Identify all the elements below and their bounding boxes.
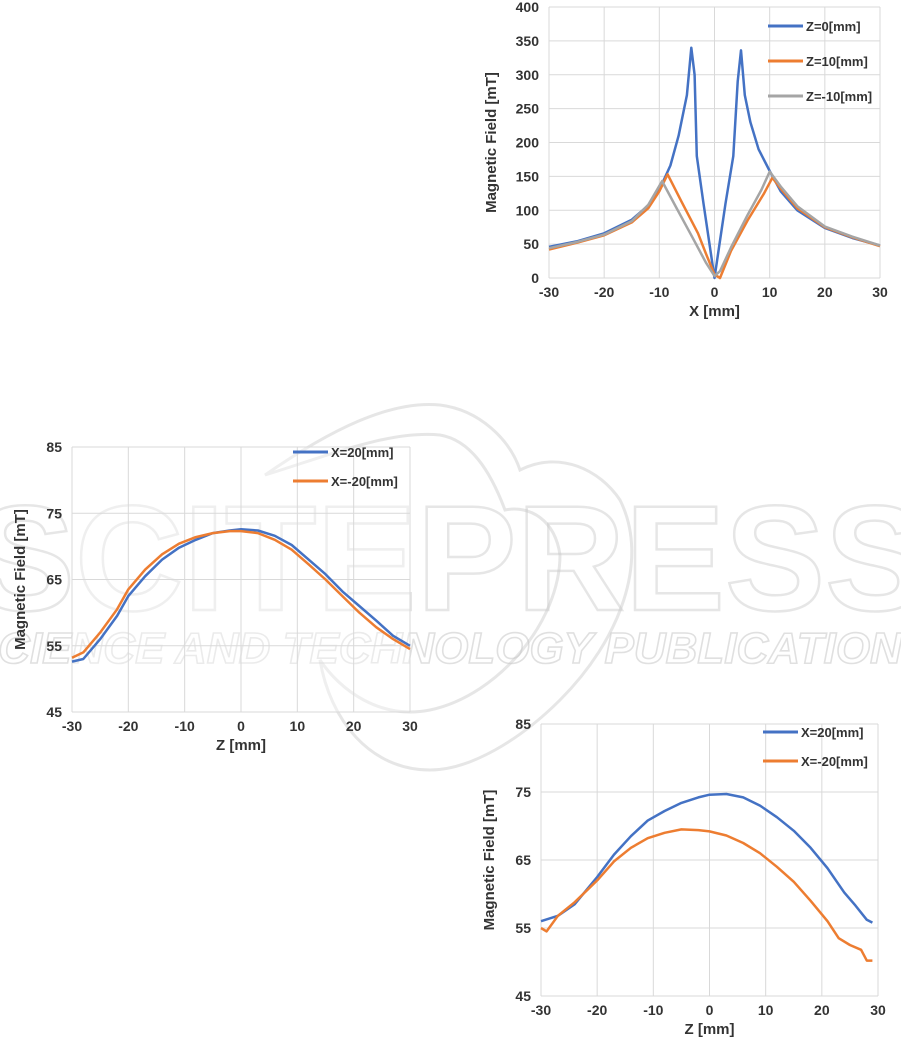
- x-tick-label: -20: [594, 284, 614, 300]
- series-line-2: [71, 529, 411, 659]
- series-line-2: [540, 828, 873, 962]
- y-tick-label: 45: [46, 704, 62, 720]
- y-tick-label: 55: [515, 920, 531, 936]
- legend-label: X=-20[mm]: [801, 754, 868, 769]
- series-line-1: [540, 792, 873, 924]
- x-tick-label: -10: [175, 718, 195, 734]
- x-axis-label: X [mm]: [689, 303, 740, 320]
- legend: X=20[mm] X=-20[mm]: [293, 445, 398, 489]
- chart-field-vs-x: -30 -20 -10 0 10 20 30050100150200250300350400…: [483, 0, 888, 320]
- y-tick-label: 250: [516, 101, 540, 117]
- legend-label: X=20[mm]: [801, 725, 864, 740]
- legend-label: Z=10[mm]: [806, 54, 868, 69]
- x-tick-label: 0: [237, 718, 245, 734]
- legend-label: Z=0[mm]: [806, 19, 861, 34]
- y-tick-label: 400: [516, 0, 540, 15]
- x-tick-label: 10: [758, 1002, 774, 1018]
- y-tick-label: 55: [46, 638, 62, 654]
- y-axis-label: Magnetic Field [mT]: [481, 790, 498, 931]
- x-tick-label: 0: [706, 1002, 714, 1018]
- y-tick-label: 85: [515, 716, 531, 732]
- y-tick-label: 65: [515, 852, 531, 868]
- y-tick-label: 65: [46, 572, 62, 588]
- x-tick-label: -30: [539, 284, 559, 300]
- y-tick-label: 200: [516, 135, 540, 151]
- y-tick-label: 45: [515, 988, 531, 1004]
- x-tick-label: 20: [346, 718, 362, 734]
- x-tick-label: -10: [643, 1002, 663, 1018]
- x-tick-label: -10: [649, 284, 669, 300]
- x-tick-label: 30: [402, 718, 418, 734]
- x-axis-label: Z [mm]: [685, 1021, 735, 1038]
- x-tick-label: -30: [531, 1002, 551, 1018]
- legend: Z=0[mm] Z=10[mm] Z=-10[mm]: [768, 19, 872, 104]
- watermark: SCITEPRESS SCIENCE AND TECHNOLOGY PUBLIC…: [0, 402, 901, 772]
- x-tick-label: -30: [62, 718, 82, 734]
- y-tick-label: 150: [516, 168, 540, 184]
- x-tick-label: -20: [587, 1002, 607, 1018]
- y-tick-label: 75: [515, 784, 531, 800]
- x-axis-label: Z [mm]: [216, 737, 266, 754]
- legend-label: X=20[mm]: [331, 445, 394, 460]
- y-tick-label: 75: [46, 505, 62, 521]
- y-axis-label: Magnetic Field [mT]: [12, 509, 29, 650]
- legend-label: X=-20[mm]: [331, 474, 398, 489]
- legend: X=20[mm] X=-20[mm]: [763, 725, 868, 769]
- watermark-sub-text: SCIENCE AND TECHNOLOGY PUBLICATIONS: [0, 624, 901, 673]
- y-tick-label: 85: [46, 439, 62, 455]
- y-tick-label: 350: [516, 33, 540, 49]
- y-tick-label: 300: [516, 67, 540, 83]
- x-tick-label: 10: [762, 284, 778, 300]
- series-line-3: [548, 170, 881, 278]
- x-tick-label: 20: [814, 1002, 830, 1018]
- chart-field-vs-z-right: -30 -20 -10 0 10 20 30 45 55 65 75 85 Z [mm] Magnetic…: [481, 716, 886, 1038]
- x-tick-label: 30: [872, 284, 888, 300]
- y-tick-label: 0: [531, 270, 539, 286]
- x-tick-label: 0: [711, 284, 719, 300]
- x-tick-label: -20: [118, 718, 138, 734]
- x-tick-label: 20: [817, 284, 833, 300]
- x-tick-label: 30: [870, 1002, 886, 1018]
- y-tick-label: 100: [516, 202, 540, 218]
- y-axis-label: Magnetic Field [mT]: [483, 72, 500, 213]
- watermark-main-text: SCITEPRESS: [0, 474, 901, 642]
- legend-label: Z=-10[mm]: [806, 89, 872, 104]
- chart-field-vs-z-left: -30 -20 -10 0 10 20 30 45 55 65 75 85 Z [mm] Magnetic…: [12, 439, 418, 754]
- y-tick-label: 50: [523, 236, 539, 252]
- x-tick-label: 10: [290, 718, 306, 734]
- watermark-logo-shape: [264, 402, 634, 772]
